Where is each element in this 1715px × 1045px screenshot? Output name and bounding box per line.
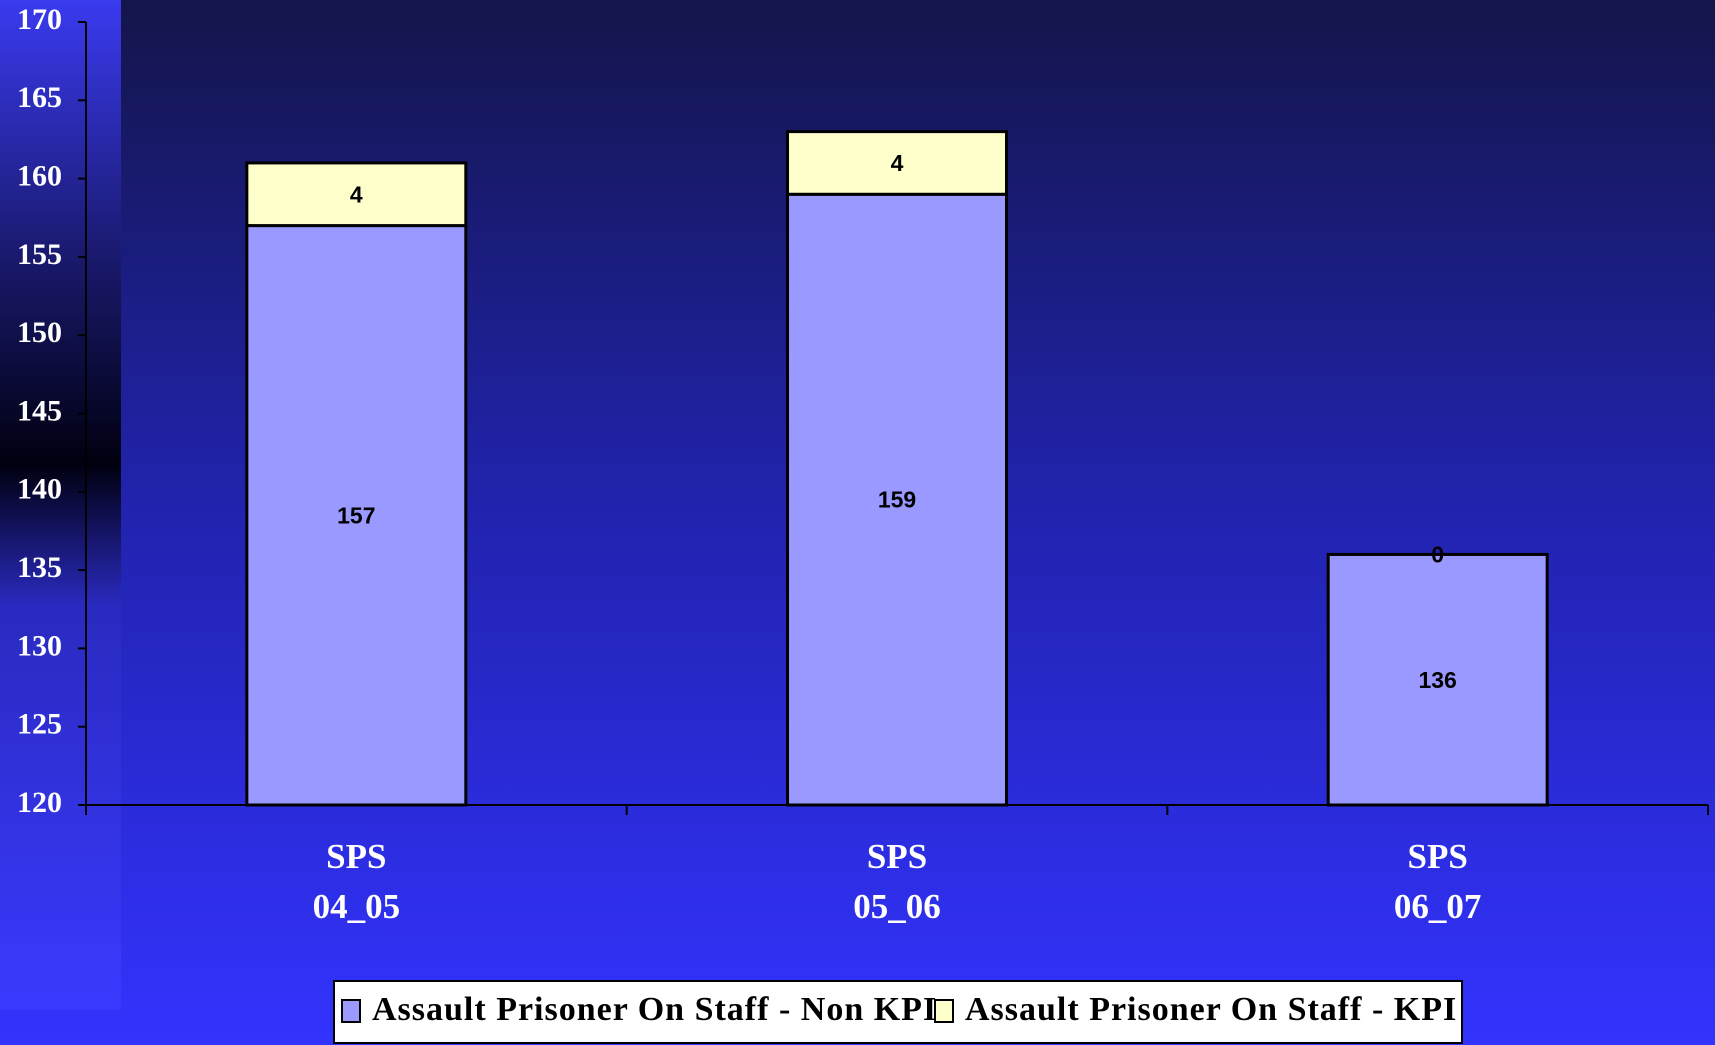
y-tick-label: 140	[17, 473, 62, 506]
x-tick-label: SPS 06_07	[1394, 837, 1482, 926]
y-tick-label: 150	[17, 316, 62, 349]
bar-segment	[1326, 552, 1549, 807]
y-tick-label: 130	[17, 629, 62, 662]
y-tick-label: 125	[17, 708, 62, 741]
y-tick-label: 160	[17, 159, 62, 192]
data-label: 136	[1418, 667, 1456, 693]
bar-segment	[786, 130, 1008, 196]
bar-segment	[245, 161, 468, 228]
bar-segment	[245, 224, 468, 807]
y-tick-label: 155	[17, 238, 62, 271]
data-label: 4	[891, 150, 904, 176]
y-tick-label: 170	[17, 3, 62, 36]
y-tick-label: 145	[17, 394, 62, 427]
legend-label: Assault Prisoner On Staff - Non KPI	[372, 991, 937, 1028]
side-strip	[0, 0, 121, 1010]
x-tick-label: SPS 04_05	[313, 837, 401, 926]
bar-segment	[786, 192, 1008, 807]
x-tick-label: SPS 05_06	[853, 837, 941, 926]
y-tick-label: 120	[17, 786, 62, 819]
legend-box	[333, 980, 1463, 1044]
y-tick-label: 135	[17, 551, 62, 584]
legend-swatch	[934, 999, 954, 1023]
data-label: 159	[878, 487, 916, 513]
legend-label: Assault Prisoner On Staff - KPI	[965, 991, 1457, 1028]
data-label: 0	[1431, 542, 1444, 568]
legend-swatch	[341, 999, 361, 1023]
y-tick-label: 165	[17, 81, 62, 114]
data-label: 157	[337, 502, 375, 528]
data-label: 4	[350, 181, 363, 207]
